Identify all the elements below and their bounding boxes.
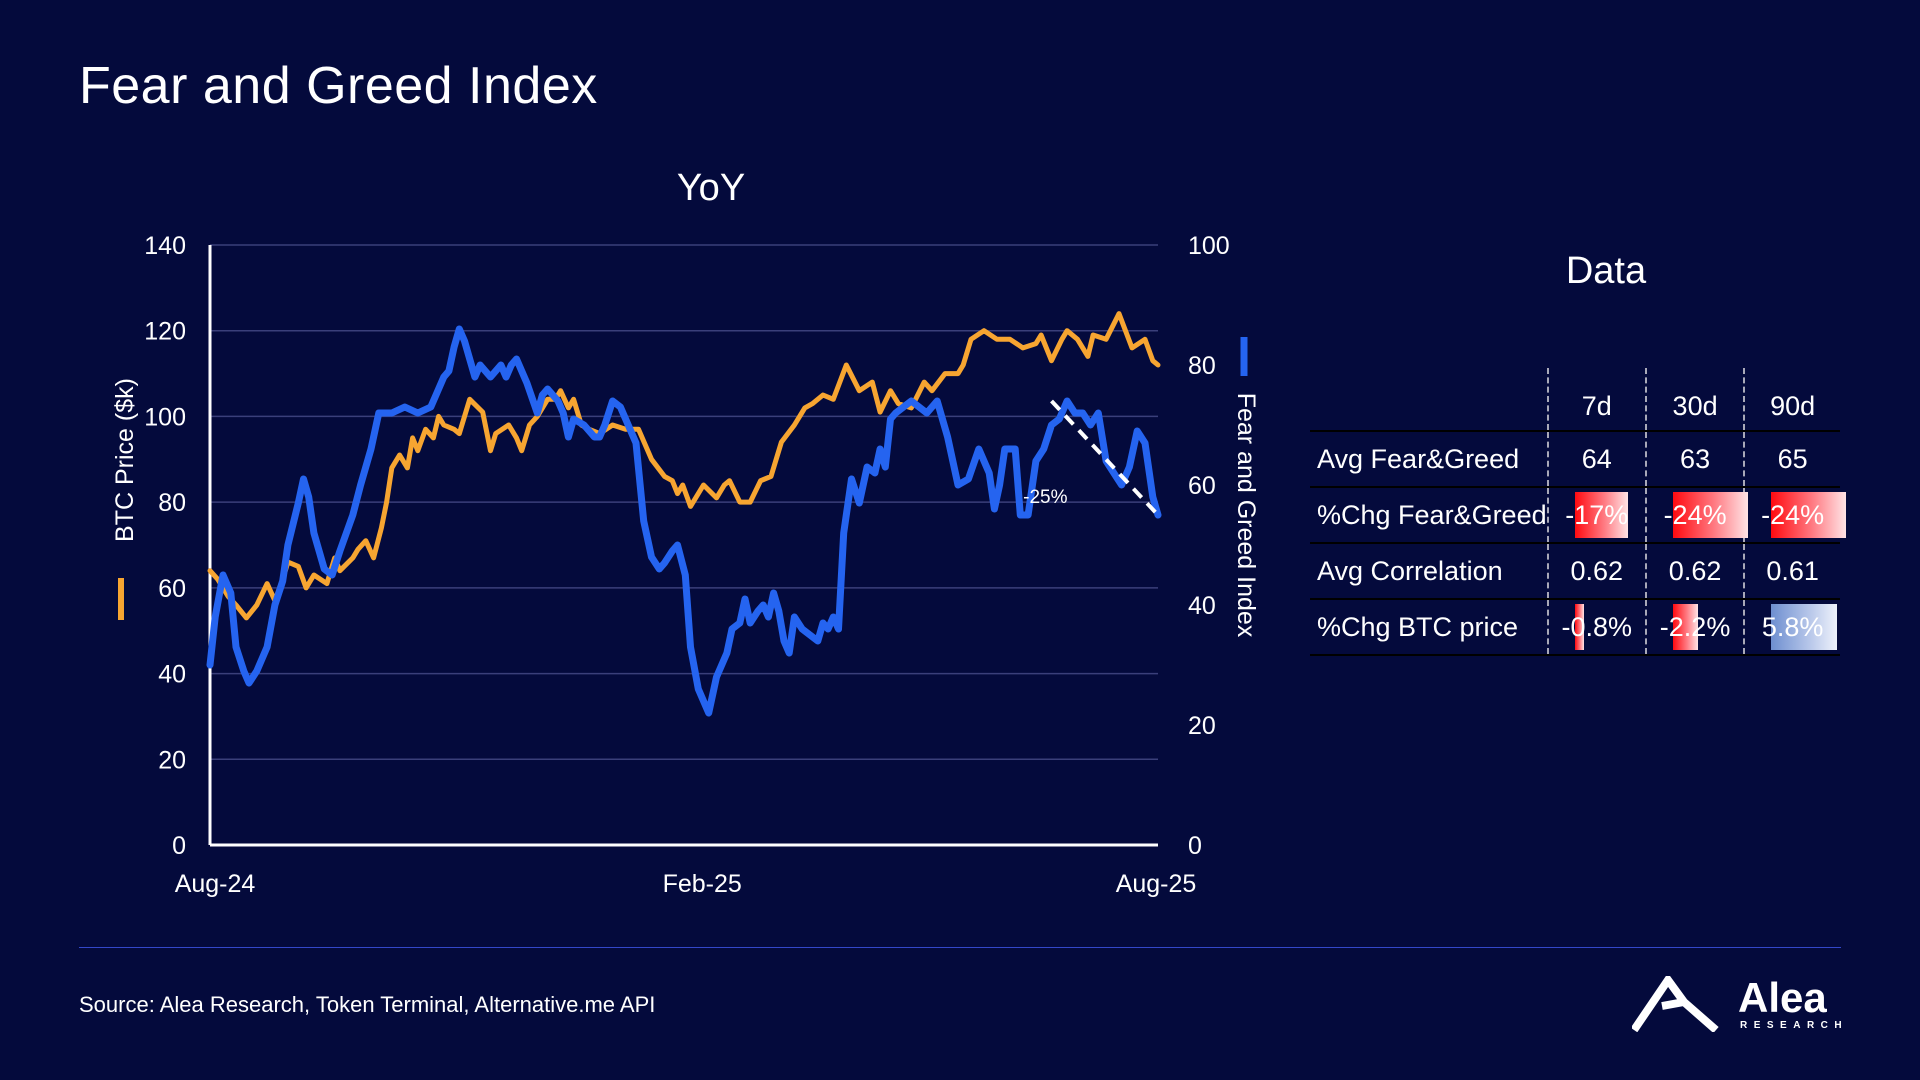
cell-value: -0.8% [1561,611,1633,642]
y-tick-label: 120 [144,318,186,346]
y-tick-label: 20 [158,746,186,774]
cell-value: -17% [1565,499,1629,530]
logo-subtitle: RESEARCH [1740,1020,1849,1031]
table-cell: 5.8% [1743,598,1840,656]
table-cell: 65 [1743,430,1840,487]
chart: -25% 0 20 40 60 80 100 120 140 0 20 40 60 80 100 Aug-2… [111,167,1260,898]
data-bar [1672,604,1698,650]
table-row: %Chg Fear&Greed -17% -24% -24% [1310,486,1847,543]
row-label: %Chg Fear&Greed [1310,486,1548,543]
y-tick-label: 40 [158,661,186,689]
y-axis-label: BTC Price ($k) [111,378,139,542]
table-cell: 64 [1546,430,1646,487]
annotation: -25% [1023,399,1160,517]
row-label: Avg Fear&Greed [1310,430,1548,487]
logo-wordmark: Alea [1738,974,1827,1021]
cell-value: 0.61 [1766,555,1819,586]
data-bar [1574,492,1628,538]
column-header: 90d [1743,368,1840,431]
y-tick-label: 0 [172,832,186,860]
row-label: %Chg BTC price [1310,598,1548,656]
cell-value: 5.8% [1761,611,1824,642]
footer-divider [79,947,1841,948]
cell-value: 64 [1581,443,1612,474]
y2-tick-label: 60 [1188,472,1216,500]
chart-title: YoY [677,167,745,209]
cell-value: -2.2% [1659,611,1731,642]
annotation-label: -25% [1023,487,1067,508]
table-cell: -0.8% [1546,598,1646,656]
y-tick-label: 100 [144,403,186,431]
column-header: 30d [1644,368,1745,431]
x-tick-label: Feb-25 [663,870,742,898]
table-corner [1310,368,1548,431]
y2-tick-label: 20 [1188,712,1216,740]
column-header: 7d [1546,368,1646,431]
source-note: Source: Alea Research, Token Terminal, A… [79,992,656,1017]
page-title: Fear and Greed Index [79,57,598,115]
table-cell: -24% [1644,486,1748,543]
table-row: Avg Correlation 0.62 0.62 0.61 [1310,542,1840,599]
chart-text: 0 20 40 60 80 100 120 140 0 20 40 60 80 100 Aug-24 Feb-… [111,167,1260,898]
table-cell: 0.62 [1546,542,1646,599]
data-bar [1771,604,1838,650]
y2-axis-label: Fear and Greed Index [1232,393,1260,638]
cell-value: 0.62 [1668,555,1722,586]
table-cell: 0.61 [1743,542,1840,599]
table-cell: 63 [1644,430,1745,487]
row-label: Avg Correlation [1310,542,1548,599]
y2-tick-label: 80 [1188,352,1216,380]
table-cell: -2.2% [1644,598,1745,656]
cell-value: 65 [1777,443,1808,474]
table-row: Avg Fear&Greed 64 63 65 [1310,430,1840,487]
y2-tick-label: 0 [1188,832,1202,860]
cell-value: -24% [1761,499,1825,530]
table-header-row: 7d 30d 90d [1310,368,1840,431]
cell-value: 63 [1680,443,1711,474]
series [206,311,1162,717]
table-cell: -17% [1546,486,1646,543]
table-cell: 0.62 [1644,542,1745,599]
y2-tick-label: 100 [1188,232,1230,260]
x-tick-label: Aug-25 [1116,870,1197,898]
alea-logo-icon [1630,973,1719,1034]
y-tick-label: 140 [144,232,186,260]
table-cell: -24% [1743,486,1847,543]
alea-logo: Alea RESEARCH [1630,973,1849,1034]
data-table: 7d 30d 90d Avg Fear&Greed 64 63 65 %Chg Fear… [1310,368,1847,656]
fear-greed-line [206,325,1162,717]
cell-value: -24% [1663,499,1727,530]
y2-tick-label: 40 [1188,592,1216,620]
cell-value: 0.62 [1570,555,1624,586]
axes [208,245,1158,847]
table-row: %Chg BTC price -0.8% -2.2% 5.8% [1310,598,1840,656]
data-bar [1771,492,1847,538]
y-tick-label: 60 [158,575,186,603]
data-bar [1672,492,1748,538]
y-tick-label: 80 [158,489,186,517]
data-bar [1574,604,1584,650]
data-table-title: Data [1565,250,1647,292]
trend-dashed-line [1050,399,1160,517]
x-tick-label: Aug-24 [175,870,256,898]
